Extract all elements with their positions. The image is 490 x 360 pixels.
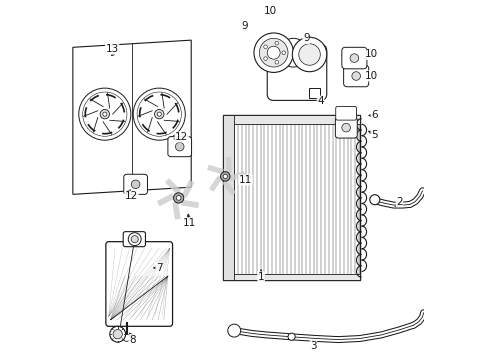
FancyArrow shape — [157, 194, 174, 206]
Circle shape — [79, 88, 131, 140]
Circle shape — [259, 39, 288, 67]
Circle shape — [83, 92, 127, 136]
Circle shape — [133, 88, 185, 140]
FancyArrow shape — [222, 180, 236, 195]
Circle shape — [128, 233, 141, 246]
Circle shape — [173, 193, 184, 203]
FancyBboxPatch shape — [106, 242, 172, 326]
Circle shape — [175, 142, 184, 151]
Circle shape — [370, 195, 380, 205]
FancyArrow shape — [172, 202, 180, 219]
Text: 7: 7 — [156, 263, 163, 273]
Circle shape — [288, 333, 295, 340]
Circle shape — [264, 57, 268, 60]
Circle shape — [267, 46, 280, 59]
FancyArrow shape — [229, 171, 245, 181]
Circle shape — [264, 45, 268, 49]
Circle shape — [100, 109, 109, 119]
Circle shape — [299, 44, 320, 65]
Polygon shape — [73, 40, 191, 194]
Circle shape — [131, 180, 140, 189]
Text: 3: 3 — [310, 341, 317, 351]
FancyBboxPatch shape — [336, 107, 357, 120]
Circle shape — [131, 235, 138, 243]
FancyArrow shape — [226, 157, 231, 173]
Bar — [223, 116, 360, 125]
Text: 2: 2 — [396, 197, 403, 207]
Text: 8: 8 — [129, 334, 136, 345]
Circle shape — [113, 329, 122, 339]
Circle shape — [220, 172, 230, 181]
Text: 9: 9 — [303, 33, 310, 43]
Circle shape — [275, 60, 279, 64]
Bar — [223, 274, 360, 280]
Text: 9: 9 — [242, 21, 248, 31]
Circle shape — [279, 39, 308, 67]
Circle shape — [352, 72, 361, 80]
Text: 13: 13 — [105, 44, 119, 54]
Circle shape — [223, 174, 227, 179]
FancyBboxPatch shape — [168, 136, 192, 157]
Circle shape — [176, 195, 181, 200]
Text: 10: 10 — [264, 6, 277, 17]
Circle shape — [157, 112, 161, 116]
FancyArrow shape — [209, 176, 222, 191]
FancyArrow shape — [182, 180, 194, 197]
FancyBboxPatch shape — [335, 117, 357, 138]
Circle shape — [110, 326, 125, 342]
Text: 6: 6 — [371, 111, 378, 121]
FancyArrow shape — [165, 179, 180, 194]
Circle shape — [293, 37, 327, 72]
Text: 12: 12 — [125, 191, 138, 201]
Circle shape — [228, 324, 241, 337]
Text: 11: 11 — [239, 175, 252, 185]
Bar — [309, 88, 320, 98]
Text: 11: 11 — [183, 218, 196, 228]
Text: 5: 5 — [371, 130, 378, 140]
Circle shape — [123, 334, 130, 341]
Circle shape — [282, 51, 286, 54]
Text: 4: 4 — [317, 96, 324, 106]
Text: 10: 10 — [365, 49, 378, 59]
Circle shape — [275, 41, 279, 45]
FancyBboxPatch shape — [123, 231, 146, 247]
FancyBboxPatch shape — [124, 174, 147, 194]
Circle shape — [154, 109, 164, 119]
Bar — [223, 116, 360, 280]
Text: 1: 1 — [258, 272, 265, 282]
Bar — [223, 116, 234, 280]
FancyBboxPatch shape — [343, 65, 368, 87]
Text: 12: 12 — [175, 132, 188, 142]
FancyArrow shape — [182, 200, 199, 208]
Circle shape — [342, 123, 350, 132]
Circle shape — [254, 33, 294, 72]
Circle shape — [350, 54, 359, 62]
FancyBboxPatch shape — [267, 44, 327, 100]
Circle shape — [103, 112, 107, 116]
Text: 10: 10 — [365, 71, 378, 81]
FancyBboxPatch shape — [342, 47, 367, 69]
FancyArrow shape — [207, 165, 223, 174]
Circle shape — [137, 92, 181, 136]
